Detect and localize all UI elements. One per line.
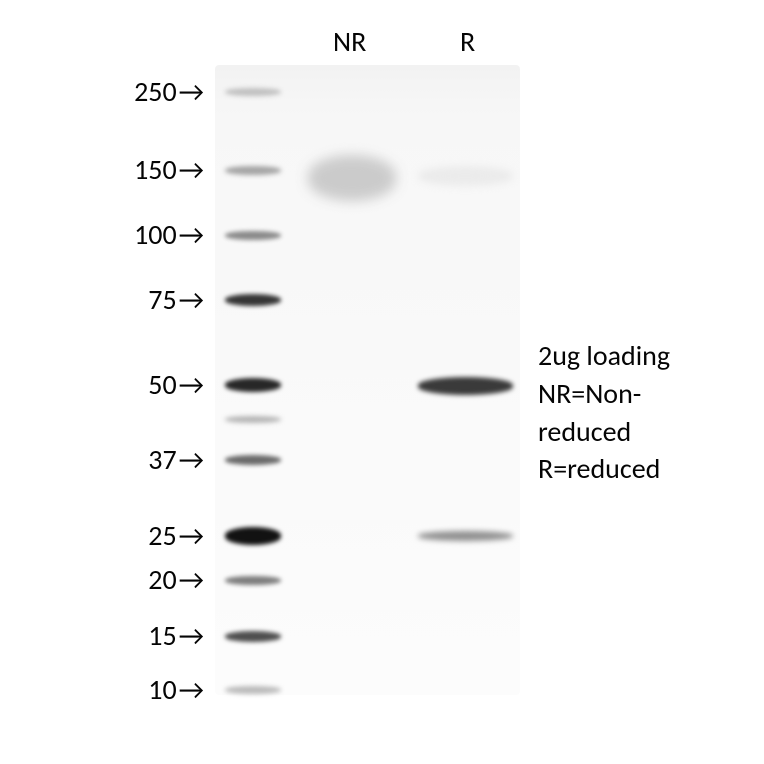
ladder-label-value: 250: [134, 74, 177, 109]
ladder-label-value: 150: [134, 152, 177, 187]
gel-band: [418, 166, 513, 186]
ladder-label: 150→: [134, 152, 204, 187]
ladder-label: 15→: [148, 618, 204, 653]
ladder-label-value: 100: [134, 217, 177, 252]
gel-band: [418, 531, 513, 541]
ladder-label-value: 37: [148, 442, 176, 477]
gel-band: [225, 88, 281, 96]
gel-band: [225, 576, 281, 585]
arrow-right-icon: →: [179, 156, 204, 184]
ladder-label: 100→: [134, 217, 204, 252]
annotation-line: 2ug loading: [538, 337, 748, 375]
annotation-block: 2ug loading NR=Non- reduced R=reduced: [538, 337, 748, 488]
gel-band: [225, 631, 281, 642]
ladder-label-value: 25: [148, 518, 176, 553]
gel-band: [225, 231, 281, 240]
ladder-label-value: 50: [148, 367, 176, 402]
annotation-line: R=reduced: [538, 450, 748, 488]
annotation-line: NR=Non-: [538, 375, 748, 413]
lane-header-r: R: [460, 24, 475, 59]
gel-band: [225, 455, 281, 465]
gel-band: [225, 527, 281, 545]
arrow-right-icon: →: [179, 221, 204, 249]
ladder-label: 250→: [134, 74, 204, 109]
ladder-label-value: 75: [148, 282, 176, 317]
arrow-right-icon: →: [179, 446, 204, 474]
gel-band: [225, 378, 281, 392]
arrow-right-icon: →: [179, 286, 204, 314]
ladder-label: 25→: [148, 518, 204, 553]
arrow-right-icon: →: [179, 676, 204, 704]
arrow-right-icon: →: [179, 78, 204, 106]
annotation-line: reduced: [538, 413, 748, 451]
arrow-right-icon: →: [179, 522, 204, 550]
ladder-label: 75→: [148, 282, 204, 317]
lane-header-nr: NR: [333, 24, 366, 59]
ladder-label: 10→: [148, 672, 204, 707]
gel-band: [418, 377, 513, 395]
gel-band: [225, 294, 281, 306]
gel-band: [225, 686, 281, 694]
ladder-label-value: 10: [148, 672, 176, 707]
ladder-label: 20→: [148, 562, 204, 597]
arrow-right-icon: →: [179, 566, 204, 594]
gel-band: [225, 166, 281, 175]
ladder-label-value: 15: [148, 618, 176, 653]
gel-band: [308, 155, 396, 201]
ladder-label-value: 20: [148, 562, 176, 597]
arrow-right-icon: →: [179, 371, 204, 399]
ladder-label: 50→: [148, 367, 204, 402]
arrow-right-icon: →: [179, 622, 204, 650]
gel-band: [225, 416, 281, 423]
ladder-label: 37→: [148, 442, 204, 477]
